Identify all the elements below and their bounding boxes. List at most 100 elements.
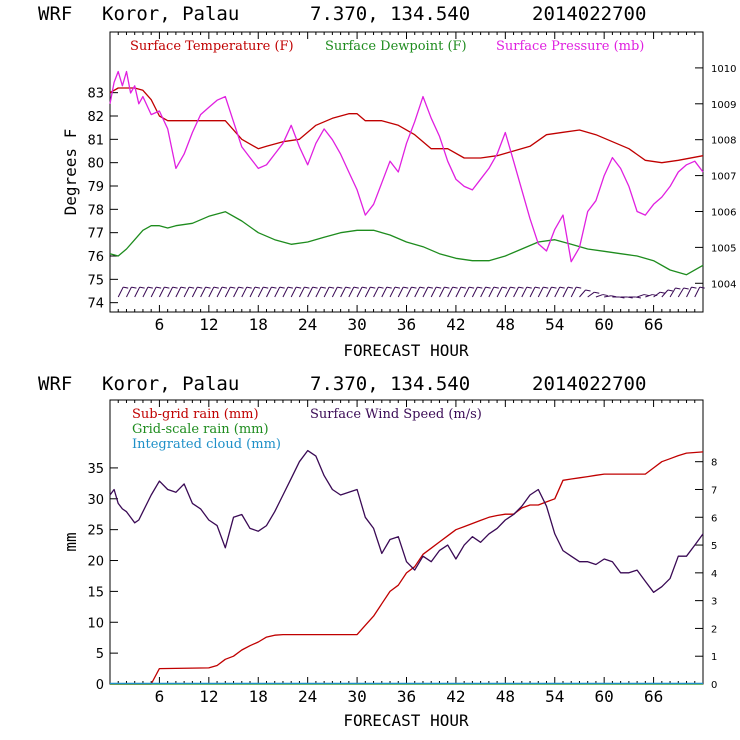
wind-barb-flag — [551, 286, 557, 289]
wind-barb — [686, 286, 692, 298]
legend-surface-pressure: Surface Pressure (mb) — [496, 39, 644, 54]
y2-tick-label: 1004 — [711, 279, 736, 290]
wind-barb — [570, 286, 577, 298]
wind-barb-flag — [287, 286, 294, 289]
wind-barb — [183, 286, 190, 298]
wind-barb-flag — [585, 289, 591, 292]
wind-barb — [381, 286, 388, 298]
wind-barb-flag — [296, 286, 302, 289]
chart1-coords-label: 7.370, 134.540 — [310, 3, 470, 25]
wind-barb — [504, 286, 511, 298]
wind-barb — [167, 286, 174, 298]
wind-barb — [496, 286, 503, 298]
wind-barb — [142, 286, 149, 298]
wind-barb — [126, 286, 132, 298]
wind-barb-flag — [230, 286, 236, 289]
wind-barb-flag — [320, 286, 326, 289]
wind-barb — [661, 289, 669, 298]
chart1-place-label: Koror, Palau — [102, 3, 239, 25]
y-tick-label: 5 — [96, 647, 104, 662]
wind-barb — [224, 286, 231, 298]
x-tick-label: 30 — [347, 687, 366, 706]
x-tick-label: 12 — [199, 687, 218, 706]
chart2-place-label: Koror, Palau — [102, 373, 239, 395]
wind-barb-flag — [353, 286, 359, 289]
wind-barb — [554, 286, 561, 298]
wind-barb — [331, 286, 338, 298]
wind-barb-flag — [460, 286, 466, 289]
wind-barb — [595, 294, 603, 298]
y-tick-label: 75 — [87, 273, 104, 288]
y2-tick-label: 7 — [711, 485, 717, 496]
wind-barb — [200, 286, 206, 298]
wind-barb — [604, 295, 612, 298]
wind-barb — [348, 286, 355, 298]
wind-barb-flag — [328, 286, 335, 289]
wind-barb — [438, 286, 445, 298]
wind-barb-flag — [576, 286, 582, 289]
y2-tick-label: 0 — [711, 680, 717, 691]
chart1-x-axis-label: FORECAST HOUR — [343, 341, 469, 360]
wind-barb — [414, 286, 421, 298]
wind-barb — [233, 286, 239, 298]
wind-barb — [677, 287, 685, 298]
wind-barb — [463, 286, 470, 298]
wind-barb — [406, 286, 412, 298]
y2-tick-label: 3 — [711, 597, 717, 608]
chart1-run-label: 2014022700 — [532, 3, 646, 25]
series-line-sub-grid-rain-mm — [110, 451, 704, 685]
wind-barb-flag — [254, 286, 261, 289]
y2-tick-label: 1008 — [711, 136, 736, 147]
y2-tick-label: 6 — [711, 513, 717, 524]
wind-barb-flag — [279, 286, 285, 289]
wind-barb-flag — [559, 286, 565, 289]
y2-tick-label: 5 — [711, 541, 717, 552]
wind-barb — [373, 286, 379, 298]
legend-surface-dewpoint: Surface Dewpoint (F) — [325, 39, 467, 54]
y-tick-label: 79 — [87, 180, 104, 195]
wind-barb-flag — [238, 286, 244, 289]
wind-barb — [158, 286, 165, 298]
wind-barb — [298, 286, 305, 298]
wind-barb-flag — [683, 287, 689, 290]
y-tick-label: 0 — [96, 678, 104, 693]
x-tick-label: 48 — [496, 687, 515, 706]
wind-barb — [323, 286, 330, 298]
wind-barb — [471, 286, 478, 298]
wind-barb-flag — [378, 286, 384, 289]
y2-tick-label: 1 — [711, 652, 717, 663]
wind-barb-flag — [403, 286, 409, 289]
y-tick-label: 82 — [87, 110, 104, 125]
x-tick-label: 18 — [249, 687, 268, 706]
y2-tick-label: 1005 — [711, 243, 736, 254]
y2-tick-label: 2 — [711, 624, 717, 635]
y2-tick-label: 8 — [711, 458, 717, 469]
y-tick-label: 30 — [87, 493, 104, 508]
x-tick-label: 66 — [644, 315, 663, 334]
wind-barb — [430, 286, 437, 298]
wind-barb-flag — [594, 291, 600, 294]
wind-barb-flag — [543, 286, 549, 289]
chart2-y-axis-label: mm — [61, 532, 80, 551]
series-line-surface-pressure-mb — [109, 70, 704, 263]
y2-tick-label: 1006 — [711, 207, 736, 218]
y2-tick-label: 1007 — [711, 172, 736, 183]
wind-barb — [282, 286, 289, 298]
x-tick-label: 12 — [199, 315, 218, 334]
y-tick-label: 20 — [87, 555, 104, 570]
wind-barb-flag — [263, 286, 269, 289]
wind-barb-flag — [518, 286, 524, 289]
y2-tick-label: 4 — [711, 569, 717, 580]
legend-surface-wind-speed: Surface Wind Speed (m/s) — [310, 407, 482, 422]
wind-barb — [340, 286, 347, 298]
wind-barb — [562, 286, 569, 298]
legend-gridscale-rain: Grid-scale rain (mm) — [132, 422, 269, 437]
wind-barb — [669, 287, 676, 298]
wind-barb-flag — [147, 286, 153, 289]
legend-surface-temperature: Surface Temperature (F) — [130, 39, 294, 54]
wind-barb — [513, 286, 519, 298]
wind-barb — [175, 286, 182, 298]
wind-barb-flag — [246, 286, 252, 289]
wind-barb-flag — [501, 286, 508, 289]
wind-barb-flag — [164, 286, 170, 289]
